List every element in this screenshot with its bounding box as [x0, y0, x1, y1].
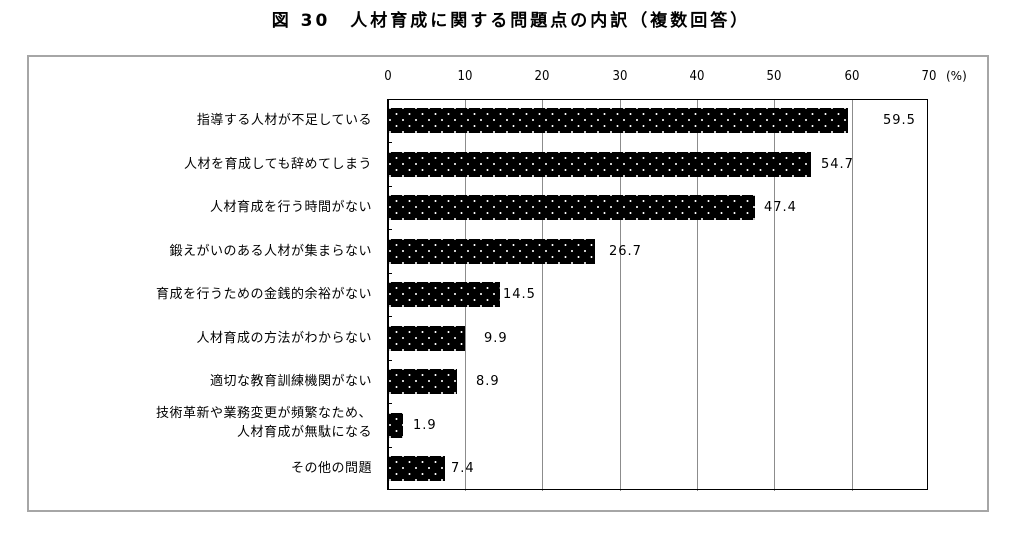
- bar: [388, 195, 755, 220]
- gridline-50: [774, 99, 775, 491]
- gridline-60: [852, 99, 853, 491]
- bar: [388, 369, 457, 394]
- y-tick-mark: [387, 447, 392, 448]
- y-tick-mark: [387, 273, 392, 274]
- y-tick-mark: [387, 186, 392, 187]
- x-tick-label: 30: [612, 69, 628, 84]
- category-label: 鍛えがいのある人材が集まらない: [169, 244, 372, 259]
- x-tick-label: 50: [766, 69, 782, 84]
- bar: [388, 413, 403, 438]
- gridline-40: [697, 99, 698, 491]
- chart-frame: [27, 55, 989, 512]
- value-label: 7.4: [451, 461, 475, 476]
- x-tick-label: 40: [689, 69, 705, 84]
- category-label: 技術革新や業務変更が頻繁なため、: [155, 406, 372, 421]
- y-tick-mark: [387, 229, 392, 230]
- x-tick-label: 0: [384, 69, 392, 84]
- x-tick-label: 70: [921, 69, 937, 84]
- y-tick-mark: [387, 142, 392, 143]
- value-label: 47.4: [764, 200, 797, 215]
- category-label: 適切な教育訓練機関がない: [209, 374, 372, 389]
- value-label: 14.5: [503, 287, 536, 302]
- y-tick-mark: [387, 316, 392, 317]
- category-label: 人材を育成しても辞めてしまう: [184, 157, 372, 172]
- bar: [388, 152, 811, 177]
- gridline-20: [542, 99, 543, 491]
- bar: [388, 108, 848, 133]
- category-label: 人材育成の方法がわからない: [196, 331, 372, 346]
- value-label: 1.9: [413, 418, 437, 433]
- bar: [388, 456, 445, 481]
- category-label-line2: 人材育成が無駄になる: [236, 425, 372, 440]
- value-label: 9.9: [484, 331, 508, 346]
- gridline-30: [620, 99, 621, 491]
- x-tick-label: 20: [534, 69, 550, 84]
- bar: [388, 239, 595, 264]
- x-tick-label: 10: [457, 69, 473, 84]
- value-label: 54.7: [821, 157, 854, 172]
- category-label: その他の問題: [290, 461, 372, 476]
- x-axis-unit: (%): [946, 69, 967, 83]
- bar: [388, 326, 465, 351]
- category-label: 人材育成を行う時間がない: [209, 200, 372, 215]
- y-tick-mark: [387, 360, 392, 361]
- category-label: 指導する人材が不足している: [196, 113, 372, 128]
- category-label: 育成を行うための金銭的余裕がない: [155, 287, 372, 302]
- y-tick-mark: [387, 403, 392, 404]
- chart-title: 図 30 人材育成に関する問題点の内訳（複数回答）: [271, 11, 751, 31]
- value-label: 26.7: [609, 244, 642, 259]
- value-label: 59.5: [883, 113, 916, 128]
- bar: [388, 282, 500, 307]
- x-tick-label: 60: [844, 69, 860, 84]
- value-label: 8.9: [476, 374, 500, 389]
